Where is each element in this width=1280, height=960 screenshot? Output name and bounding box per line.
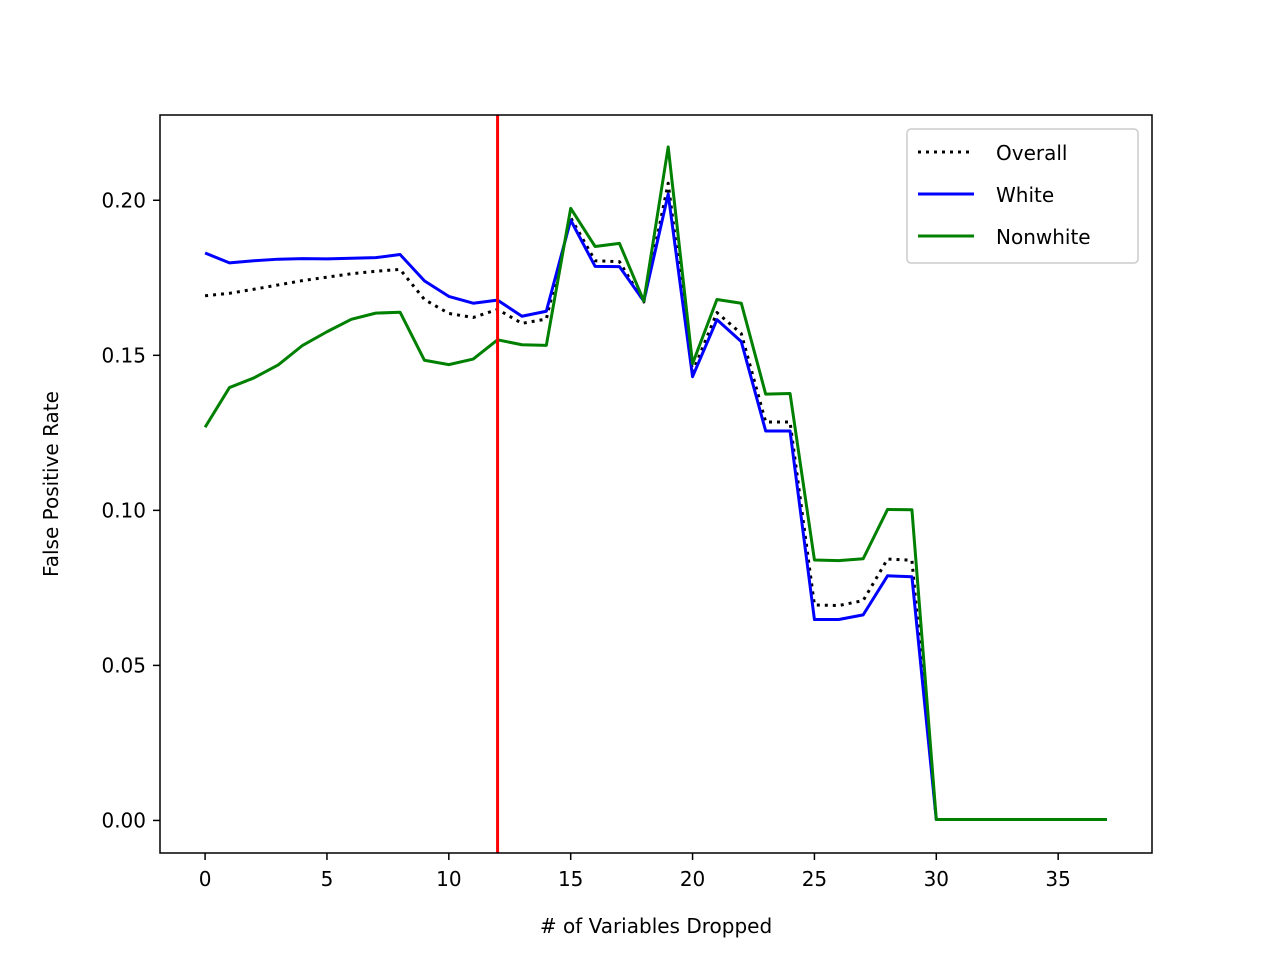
x-tick-label: 25 [802, 867, 827, 891]
x-axis-ticks: 0 5 10 15 20 25 30 35 [199, 853, 1071, 891]
plot-frame [159, 114, 1153, 854]
y-axis-label: False Positive Rate [39, 391, 63, 577]
x-tick-label: 35 [1045, 867, 1070, 891]
x-tick-label: 30 [924, 867, 949, 891]
y-tick-label: 0.15 [101, 343, 146, 367]
legend-label-nonwhite: Nonwhite [996, 225, 1091, 249]
series-lines [203, 145, 1107, 822]
series-line-nonwhite [203, 145, 1107, 822]
x-tick-label: 20 [680, 867, 705, 891]
y-tick-label: 0.20 [101, 188, 146, 212]
legend-frame [906, 128, 1139, 264]
y-tick-label: 0.05 [101, 653, 146, 677]
legend-label-overall: Overall [996, 141, 1067, 165]
x-tick-label: 10 [436, 867, 461, 891]
y-tick-label: 0.00 [101, 808, 146, 832]
x-tick-label: 5 [321, 867, 334, 891]
y-tick-label: 0.10 [101, 498, 146, 522]
x-tick-label: 0 [199, 867, 212, 891]
legend-label-white: White [996, 183, 1054, 207]
x-axis-label: # of Variables Dropped [540, 914, 772, 938]
legend: Overall White Nonwhite [906, 128, 1139, 264]
y-axis-ticks: 0.00 0.05 0.10 0.15 0.20 [101, 188, 160, 832]
x-tick-label: 15 [558, 867, 583, 891]
